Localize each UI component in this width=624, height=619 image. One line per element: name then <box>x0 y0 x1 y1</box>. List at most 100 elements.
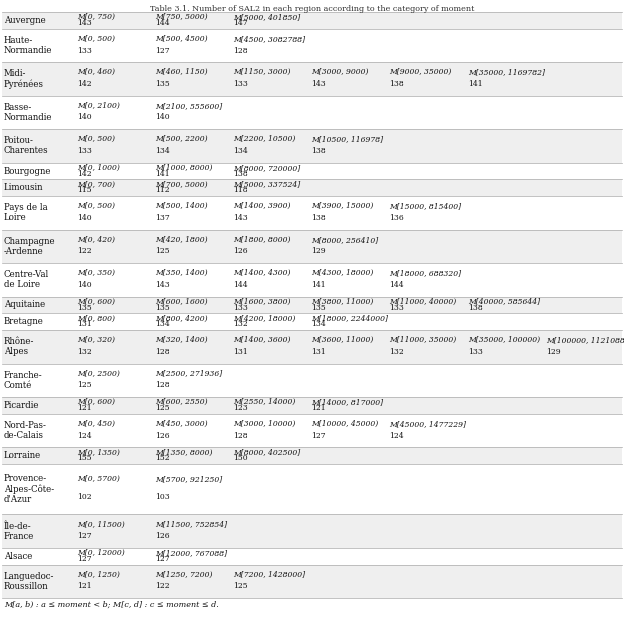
Text: 138: 138 <box>389 80 404 88</box>
Text: M[0, 2500): M[0, 2500) <box>77 370 120 378</box>
Text: 147: 147 <box>233 19 248 27</box>
Text: 121: 121 <box>311 404 326 412</box>
Text: M[0, 1250): M[0, 1250) <box>77 571 120 579</box>
Text: 124: 124 <box>389 431 404 439</box>
Text: 122: 122 <box>77 248 92 256</box>
Text: Champagne
-Ardenne: Champagne -Ardenne <box>4 237 56 256</box>
Bar <box>2 28 622 63</box>
Text: M[5000, 401850]: M[5000, 401850] <box>233 13 301 21</box>
Text: 144: 144 <box>155 19 170 27</box>
Text: 138: 138 <box>311 214 326 222</box>
Bar <box>2 163 622 180</box>
Text: 102: 102 <box>77 493 92 501</box>
Text: M[1150, 3000): M[1150, 3000) <box>233 68 291 76</box>
Text: 121: 121 <box>77 582 92 591</box>
Text: 127: 127 <box>155 46 170 54</box>
Text: 112: 112 <box>155 186 170 194</box>
Text: 133: 133 <box>389 303 404 311</box>
Text: Lorraine: Lorraine <box>4 451 41 460</box>
Text: M[0, 750): M[0, 750) <box>77 13 115 21</box>
Bar <box>2 514 622 548</box>
Text: 140: 140 <box>77 214 92 222</box>
Text: M[0, 1350): M[0, 1350) <box>77 448 120 456</box>
Text: M[0, 700): M[0, 700) <box>77 181 115 188</box>
Text: M[10500, 116978]: M[10500, 116978] <box>311 135 384 143</box>
Text: Franche-
Comté: Franche- Comté <box>4 371 42 390</box>
Text: M[a, b) : a ≤ moment < b; M[c, d] : c ≤ moment ≤ d.: M[a, b) : a ≤ moment < b; M[c, d] : c ≤ … <box>4 601 219 609</box>
Text: M[600, 2550): M[600, 2550) <box>155 398 208 406</box>
Text: Limousin: Limousin <box>4 183 44 193</box>
Text: M[0, 600): M[0, 600) <box>77 398 115 406</box>
Text: M[8000, 402500]: M[8000, 402500] <box>233 448 301 456</box>
Text: 144: 144 <box>233 281 248 289</box>
Text: 128: 128 <box>233 431 248 439</box>
Text: M[0, 350): M[0, 350) <box>77 269 115 277</box>
Text: 133: 133 <box>233 303 248 311</box>
Text: 143: 143 <box>77 19 92 27</box>
Text: 143: 143 <box>233 214 248 222</box>
Text: M[35000, 1169782]: M[35000, 1169782] <box>468 68 545 76</box>
Text: 134: 134 <box>155 320 170 328</box>
Text: 143: 143 <box>155 281 170 289</box>
Text: M[0, 2100): M[0, 2100) <box>77 102 120 110</box>
Text: 133: 133 <box>233 80 248 88</box>
Text: Nord-Pas-
de-Calais: Nord-Pas- de-Calais <box>4 421 47 440</box>
Text: 123: 123 <box>233 404 248 412</box>
Text: M[460, 1150): M[460, 1150) <box>155 68 208 76</box>
Text: M[8000, 256410]: M[8000, 256410] <box>311 236 379 244</box>
Text: 129: 129 <box>311 248 326 256</box>
Text: M[0, 320): M[0, 320) <box>77 336 115 344</box>
Bar <box>2 230 622 263</box>
Text: M[3000, 10000): M[3000, 10000) <box>233 420 296 428</box>
Text: M[3000, 9000): M[3000, 9000) <box>311 68 369 76</box>
Text: 132: 132 <box>389 348 404 356</box>
Text: 140: 140 <box>77 113 92 121</box>
Text: M[3600, 11000): M[3600, 11000) <box>311 336 374 344</box>
Text: M[18000, 2244000]: M[18000, 2244000] <box>311 314 388 322</box>
Text: 134: 134 <box>311 320 326 328</box>
Text: 129: 129 <box>546 348 560 356</box>
Bar <box>2 313 622 330</box>
Text: 141: 141 <box>468 80 482 88</box>
Text: 135: 135 <box>311 303 326 311</box>
Text: 125: 125 <box>77 381 92 389</box>
Text: Alsace: Alsace <box>4 552 32 561</box>
Text: 125: 125 <box>233 582 248 591</box>
Bar <box>2 129 622 163</box>
Text: 143: 143 <box>311 80 326 88</box>
Text: Haute-
Normandie: Haute- Normandie <box>4 36 52 55</box>
Bar <box>2 96 622 129</box>
Text: 135: 135 <box>155 80 170 88</box>
Text: M[500, 2200): M[500, 2200) <box>155 135 208 143</box>
Text: M[14000, 817000]: M[14000, 817000] <box>311 398 384 406</box>
Text: 137: 137 <box>155 214 170 222</box>
Text: M[420, 1800): M[420, 1800) <box>155 236 208 244</box>
Text: 128: 128 <box>233 46 248 54</box>
Text: M[1400, 3600): M[1400, 3600) <box>233 336 291 344</box>
Text: M[1600, 3800): M[1600, 3800) <box>233 298 291 306</box>
Bar <box>2 363 622 397</box>
Text: M[0, 500): M[0, 500) <box>77 202 115 210</box>
Text: 134: 134 <box>155 147 170 155</box>
Text: 135: 135 <box>77 303 92 311</box>
Text: 128: 128 <box>155 348 170 356</box>
Text: Auvergne: Auvergne <box>4 16 46 25</box>
Text: 122: 122 <box>155 582 170 591</box>
Text: 142: 142 <box>77 170 92 178</box>
Text: M[4200, 18000): M[4200, 18000) <box>233 314 296 322</box>
Bar <box>2 397 622 414</box>
Text: 134: 134 <box>233 147 248 155</box>
Text: M[8000, 720000]: M[8000, 720000] <box>233 163 301 171</box>
Text: M[0, 12000): M[0, 12000) <box>77 549 125 557</box>
Bar <box>2 330 622 363</box>
Text: M[1800, 8000): M[1800, 8000) <box>233 236 291 244</box>
Text: M[1250, 7200): M[1250, 7200) <box>155 571 213 579</box>
Text: 140: 140 <box>155 113 170 121</box>
Text: M[3900, 15000): M[3900, 15000) <box>311 202 374 210</box>
Text: Pays de la
Loire: Pays de la Loire <box>4 204 47 222</box>
Text: M[4300, 18000): M[4300, 18000) <box>311 269 374 277</box>
Text: M[800, 4200): M[800, 4200) <box>155 314 208 322</box>
Text: M[450, 3000): M[450, 3000) <box>155 420 208 428</box>
Text: 141: 141 <box>155 170 170 178</box>
Text: 150: 150 <box>233 454 248 462</box>
